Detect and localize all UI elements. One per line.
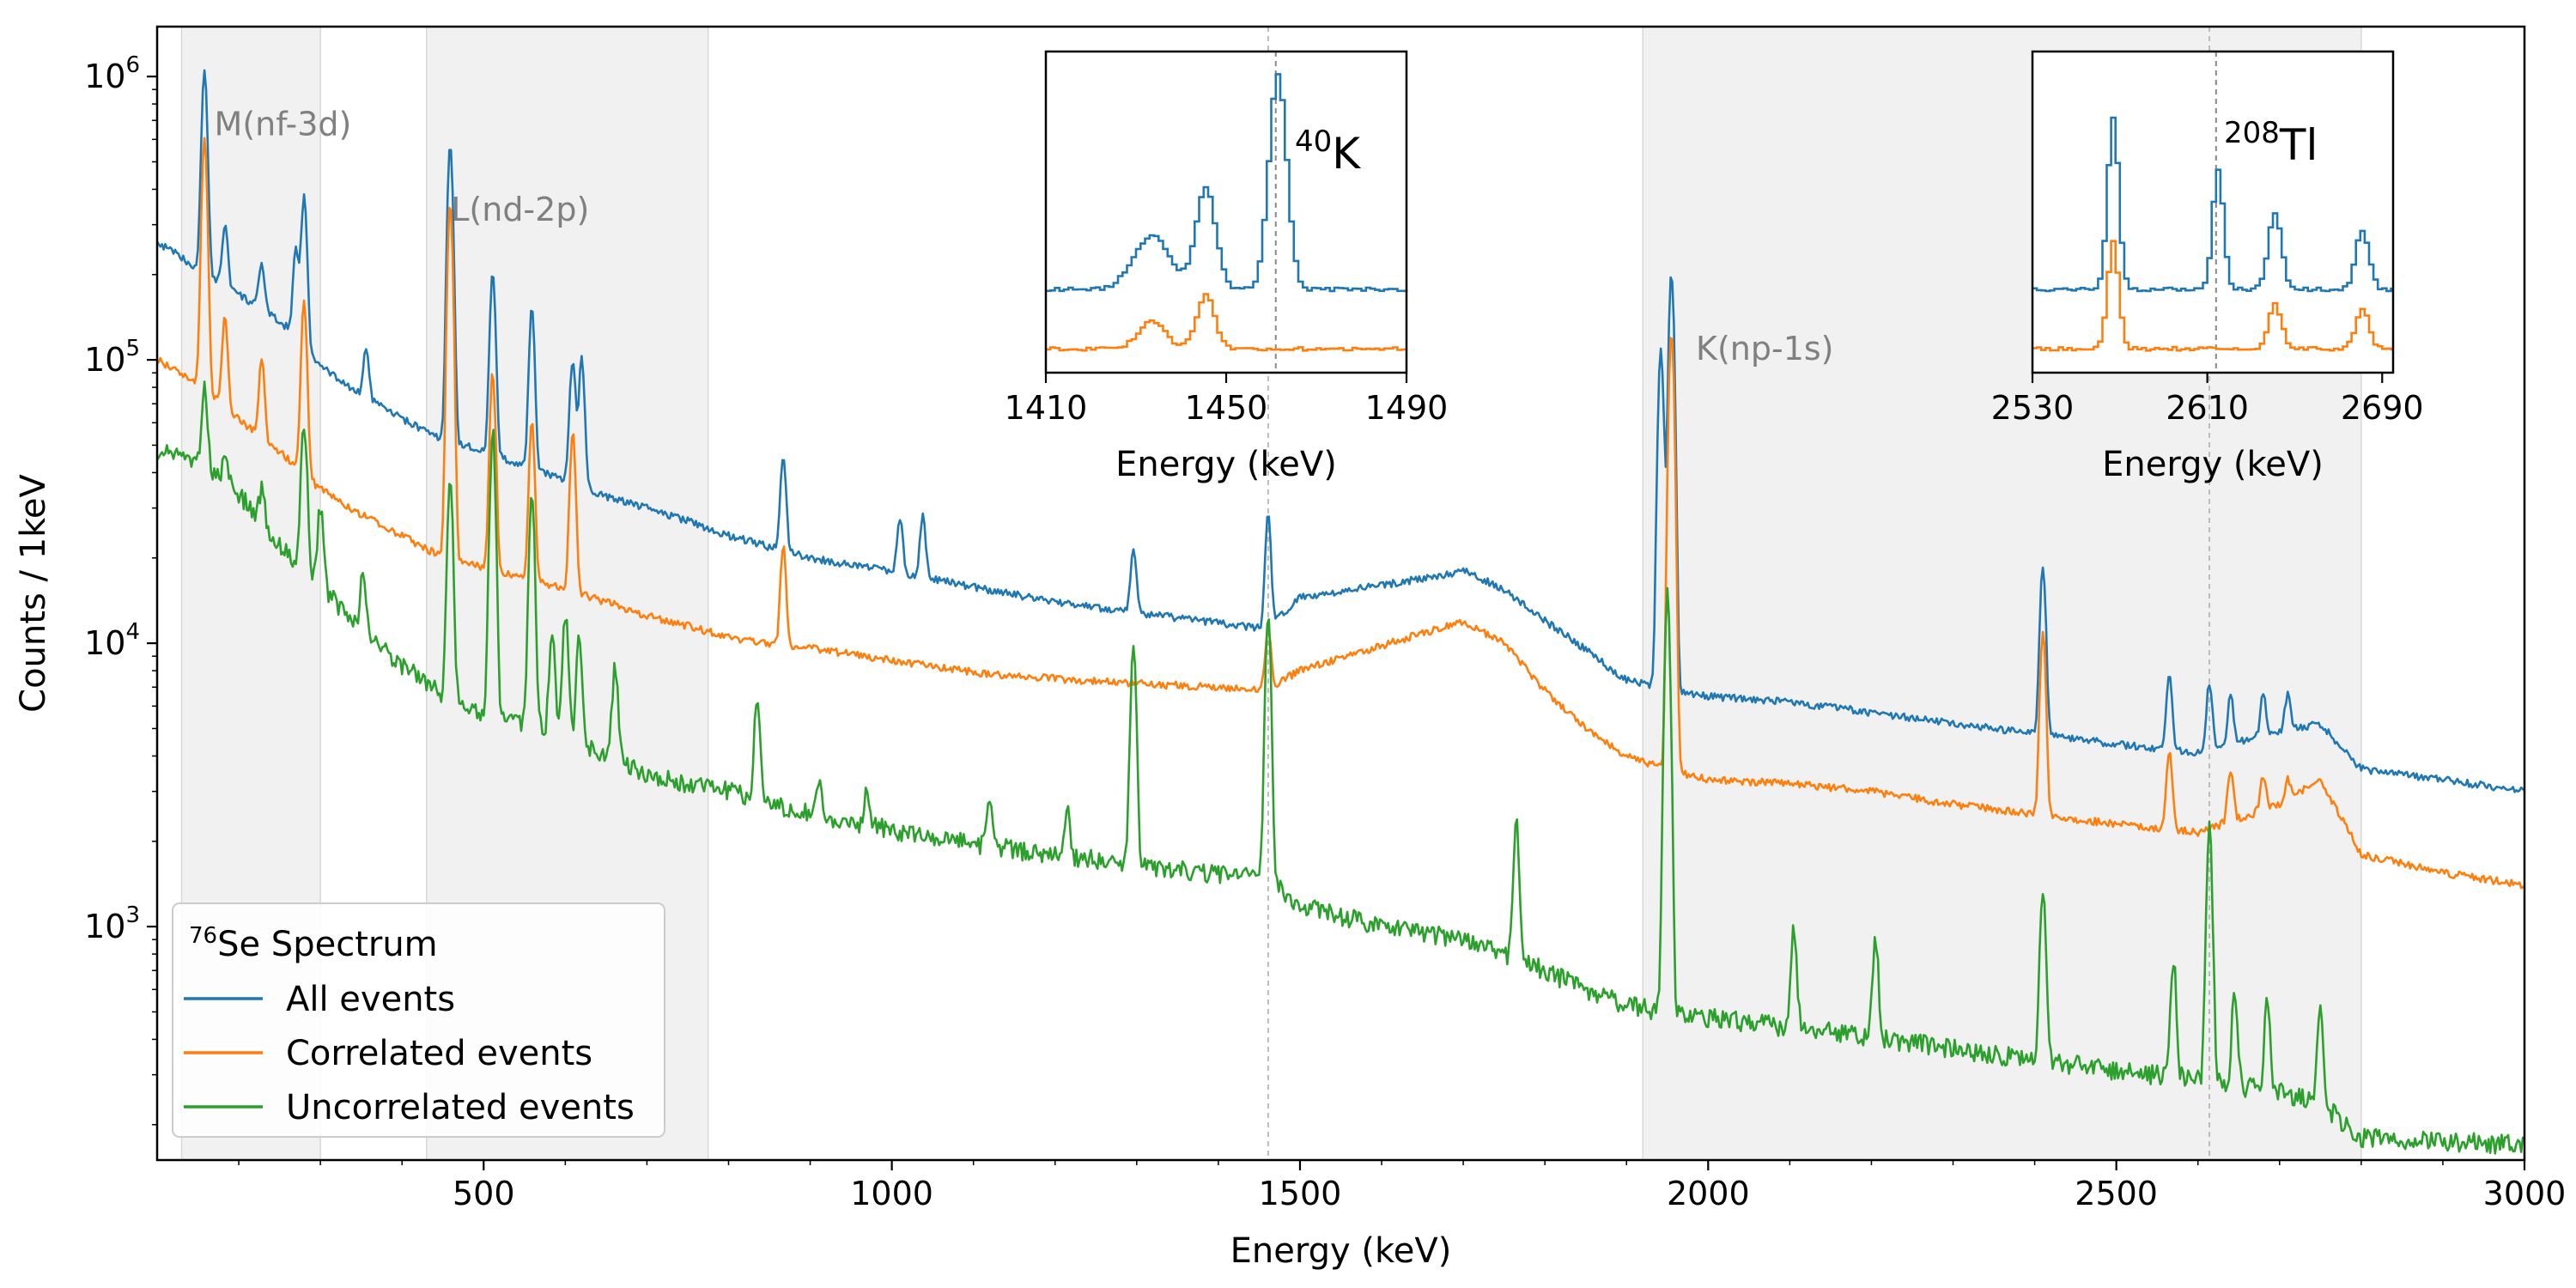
inset-40k-title-sup: 40: [1295, 125, 1332, 159]
inset-x-tick-label: 1490: [1365, 389, 1449, 427]
inset-40k-x-label: Energy (keV): [1115, 445, 1337, 484]
inset-208tl-x-ticks: 2530 2610 2690: [1991, 373, 2424, 427]
inset-x-tick-label: 2610: [2166, 389, 2249, 427]
y-tick-label: 105: [84, 336, 140, 379]
inset-x-tick-label: 1410: [1005, 389, 1088, 427]
legend-label-all: All events: [286, 980, 455, 1019]
inset-series-line: [2032, 116, 2393, 293]
inset-40k-x-ticks: 1410 1450 1490: [1005, 373, 1449, 427]
series-lines: [155, 69, 2525, 1155]
inset-x-tick-label: 1450: [1185, 389, 1268, 427]
inset-208tl-title-base: Tl: [2279, 120, 2318, 170]
inset-series-line: [1046, 293, 1408, 352]
inset-40k-title-base: K: [1332, 129, 1361, 179]
legend: 76Se Spectrum All events Correlated even…: [172, 902, 665, 1138]
y-tick-label: 106: [84, 52, 140, 95]
inset-208tl-title-sup: 208: [2224, 116, 2280, 150]
inset-x-tick-label: 2690: [2341, 389, 2424, 427]
x-axis-ticks: 500 1000 1500 2000 2500 3000: [238, 1160, 2567, 1212]
legend-label-correlated: Correlated events: [286, 1034, 592, 1073]
inset-x-tick-label: 2530: [1991, 389, 2075, 427]
y-axis-ticks: 103 104 105 106: [84, 52, 157, 1126]
series-line: [156, 137, 2525, 890]
y-tick-label: 104: [84, 619, 140, 662]
x-tick-label: 3000: [2483, 1175, 2567, 1212]
inset-208tl: 208Tl 2530 2610 2690 Energy (keV): [1991, 50, 2424, 484]
legend-title-text: Se Spectrum: [217, 925, 438, 964]
region-label: K(np-1s): [1696, 330, 1833, 368]
x-tick-label: 500: [453, 1175, 515, 1212]
legend-box: [172, 902, 665, 1138]
legend-label-uncorrelated: Uncorrelated events: [286, 1088, 635, 1127]
x-tick-label: 1500: [1259, 1175, 1342, 1212]
region-label: M(nf-3d): [215, 106, 352, 143]
region-labels: M(nf-3d) L(nd-2p) K(np-1s): [215, 106, 1834, 368]
y-axis-label: Counts / 1keV: [14, 474, 53, 713]
inset-series-line: [1046, 73, 1408, 293]
x-axis-label: Energy (keV): [1230, 1231, 1452, 1271]
x-tick-label: 2500: [2075, 1175, 2158, 1212]
inset-40k: 40K 1410 1450 1490 Energy (keV): [1005, 50, 1449, 484]
legend-title-sup: 76: [189, 923, 217, 949]
inset-208tl-x-label: Energy (keV): [2102, 445, 2324, 484]
inset-208tl-series: [2032, 116, 2393, 352]
x-tick-label: 2000: [1667, 1175, 1750, 1212]
x-tick-label: 1000: [850, 1175, 933, 1212]
y-tick-label: 103: [84, 902, 140, 945]
inset-40k-title: 40K: [1295, 125, 1361, 179]
inset-208tl-title: 208Tl: [2224, 116, 2318, 170]
inset-40k-series: [1046, 73, 1408, 352]
legend-title: 76Se Spectrum: [189, 923, 438, 964]
series-line: [155, 69, 2525, 793]
inset-series-line: [2032, 240, 2393, 352]
region-label: L(nd-2p): [451, 191, 589, 228]
series-line: [155, 380, 2525, 1155]
main-axes-frame: [155, 25, 2526, 1162]
inset-208tl-frame: [2031, 50, 2395, 374]
